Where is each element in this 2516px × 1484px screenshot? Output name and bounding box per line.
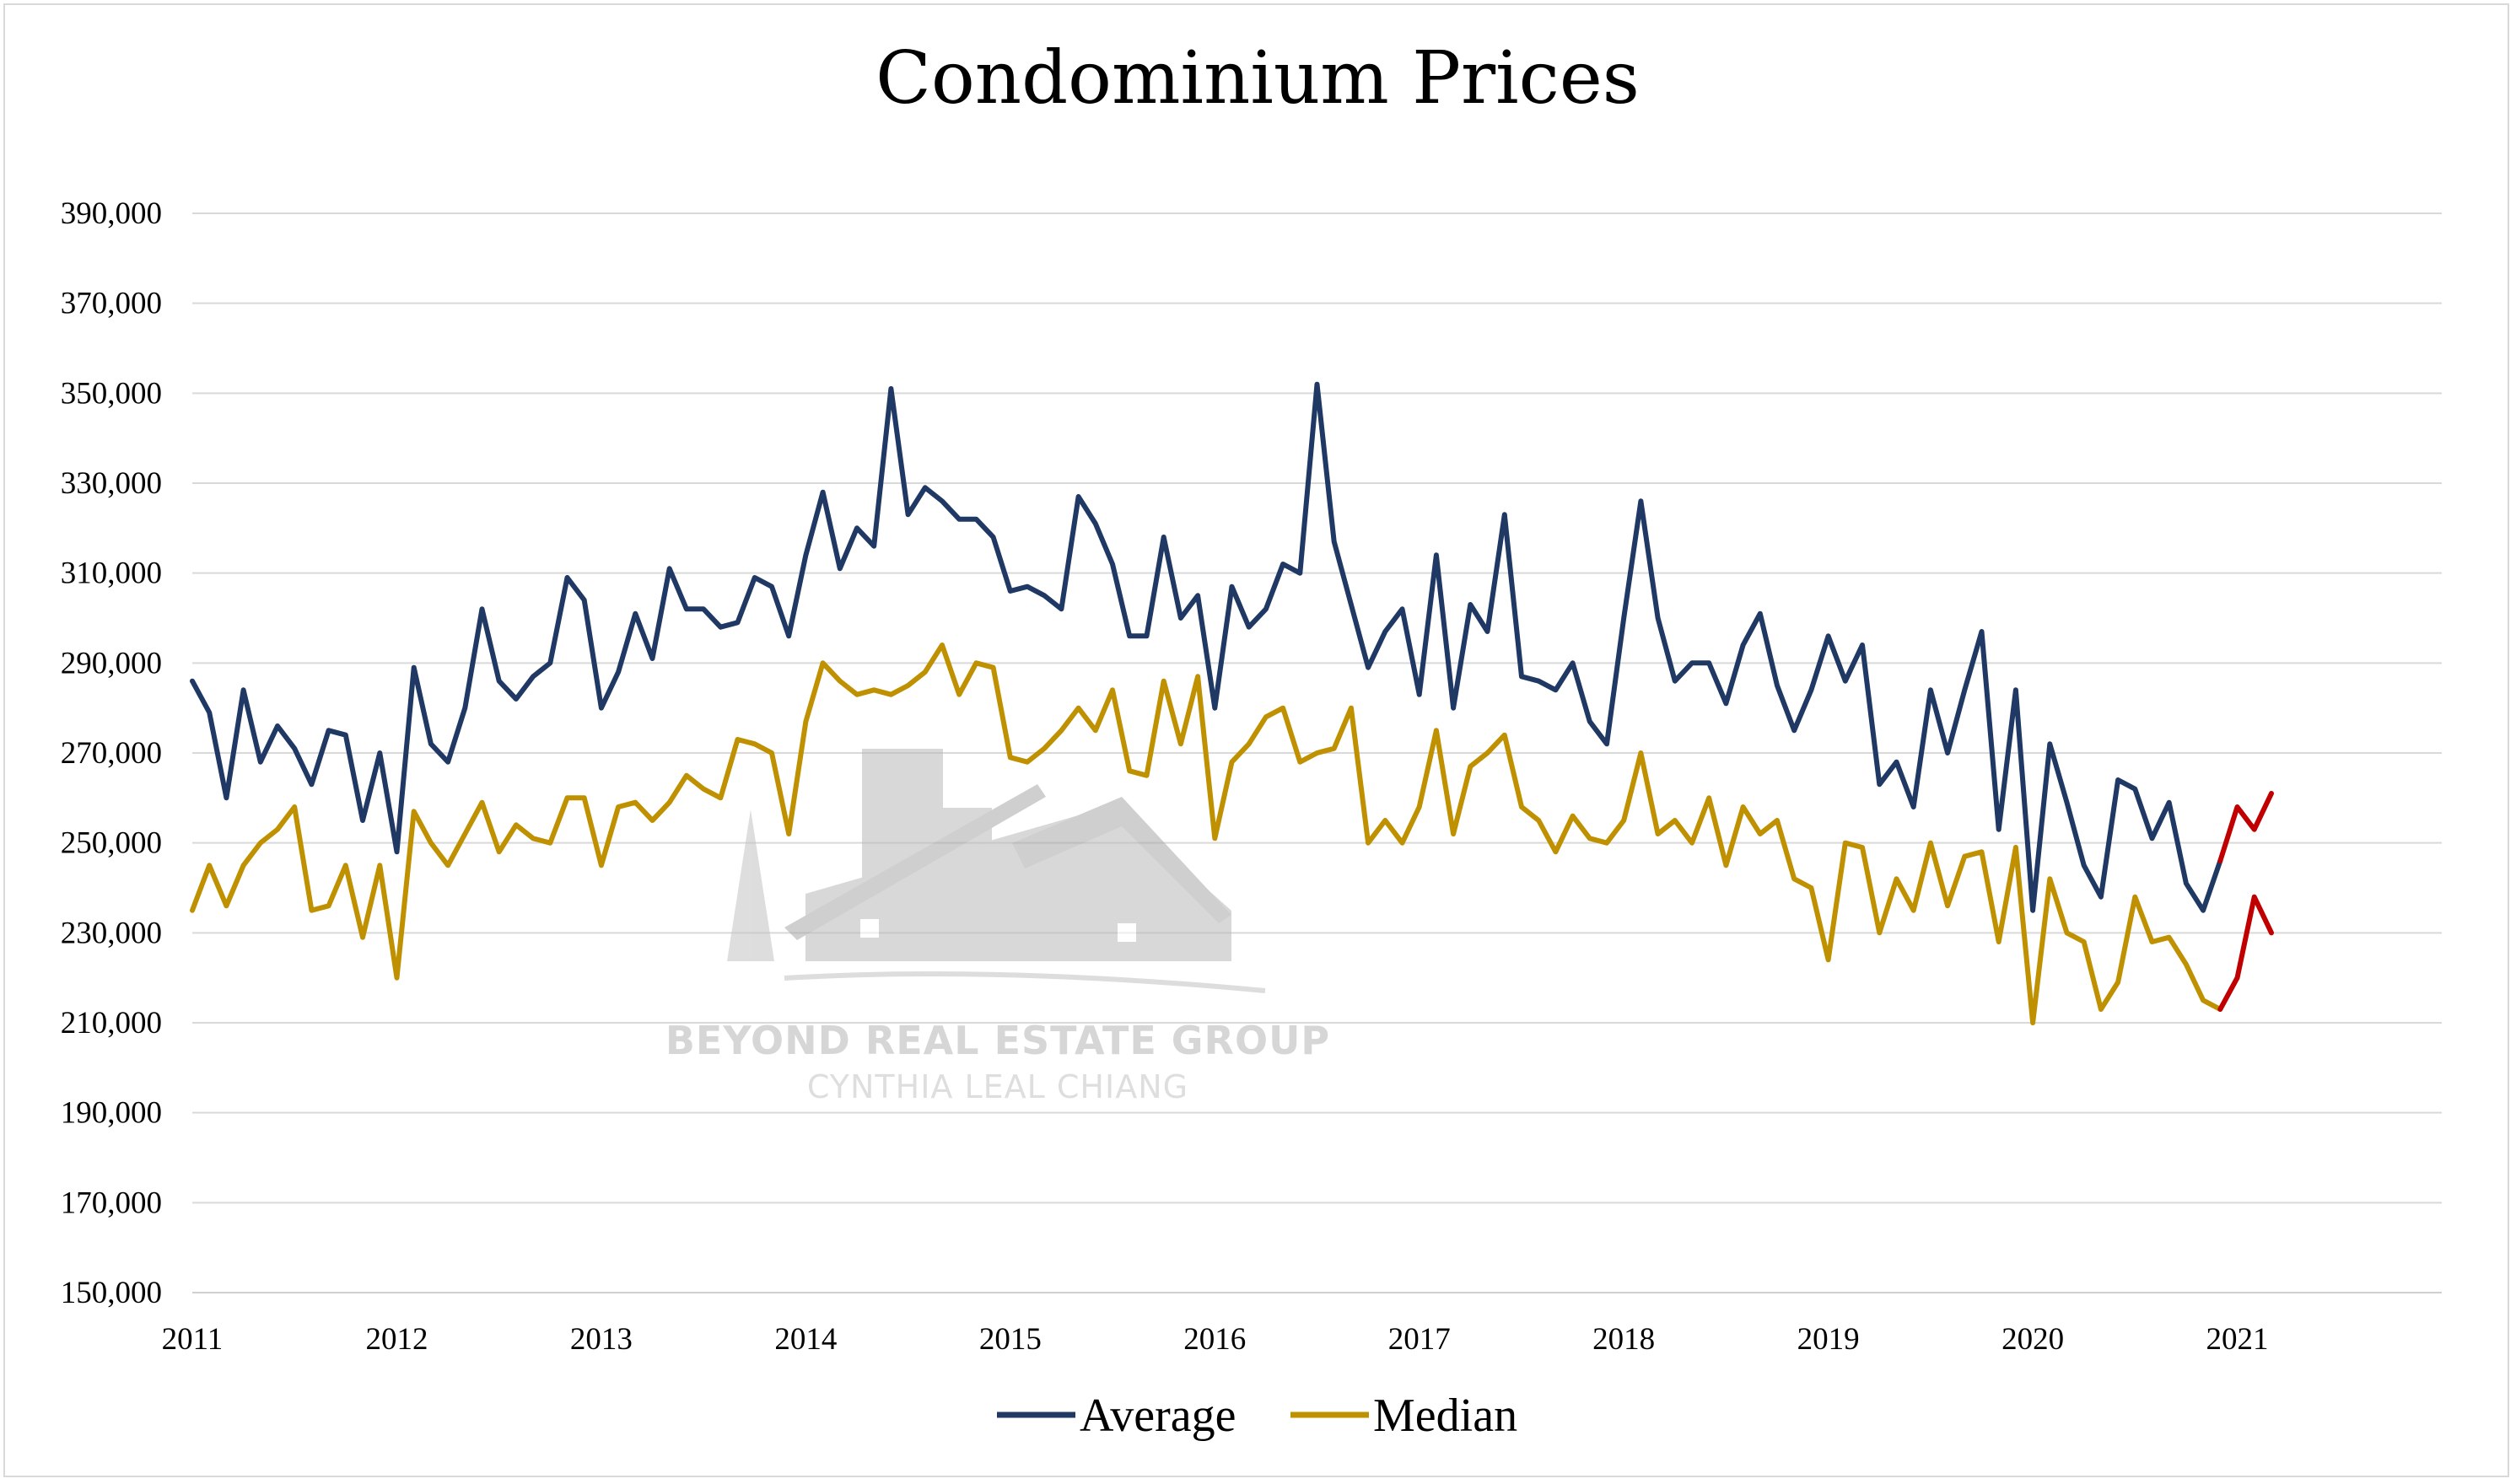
x-tick-label: 2014 (774, 1322, 837, 1357)
chart-frame (3, 3, 2509, 1477)
x-tick-label: 2013 (570, 1322, 633, 1357)
legend-label-median: Median (1373, 1390, 1517, 1442)
y-tick-label: 350,000 (61, 376, 162, 411)
x-tick-label: 2016 (1183, 1322, 1246, 1357)
chart-title: Condominium Prices (875, 36, 1640, 121)
y-tick-label: 250,000 (61, 826, 162, 861)
watermark-title: BEYOND REAL ESTATE GROUP (665, 1018, 1330, 1063)
x-tick-label: 2018 (1592, 1322, 1655, 1357)
x-axis-tick-labels: 2011 2012 2013 2014 2015 2016 2017 2018 2019 2020… (162, 1322, 2269, 1357)
y-tick-label: 390,000 (61, 196, 162, 231)
x-tick-label: 2021 (2206, 1322, 2269, 1357)
x-tick-label: 2011 (162, 1322, 224, 1357)
series-lines (190, 381, 2274, 1025)
x-tick-label: 2019 (1797, 1322, 1860, 1357)
y-tick-label: 370,000 (61, 287, 162, 321)
y-tick-label: 310,000 (61, 556, 162, 591)
watermark-logo: BEYOND REAL ESTATE GROUP CYNTHIA LEAL CH… (665, 749, 1330, 1105)
series-line-median-recent (2217, 894, 2274, 1012)
house-building-icon (727, 749, 1266, 993)
legend-label-average: Average (1080, 1390, 1236, 1442)
y-tick-label: 290,000 (61, 646, 162, 680)
y-tick-label: 190,000 (61, 1096, 162, 1131)
x-tick-label: 2015 (979, 1322, 1042, 1357)
legend: Average Median (997, 1390, 1517, 1442)
y-tick-label: 210,000 (61, 1006, 162, 1040)
series-line-median (190, 643, 2223, 1025)
y-tick-label: 230,000 (61, 916, 162, 950)
x-tick-label: 2012 (365, 1322, 428, 1357)
watermark-subtitle: CYNTHIA LEAL CHIANG (807, 1068, 1188, 1105)
y-tick-label: 150,000 (61, 1276, 162, 1310)
series-line-average (190, 381, 2223, 913)
series-line-average-recent (2217, 791, 2274, 863)
x-tick-label: 2020 (2001, 1322, 2064, 1357)
x-tick-label: 2017 (1388, 1322, 1451, 1357)
y-tick-label: 270,000 (61, 736, 162, 771)
y-axis-tick-labels: 150,000 170,000 190,000 210,000 230,000 250,0… (61, 196, 162, 1310)
y-tick-label: 330,000 (61, 466, 162, 501)
y-tick-label: 170,000 (61, 1186, 162, 1220)
